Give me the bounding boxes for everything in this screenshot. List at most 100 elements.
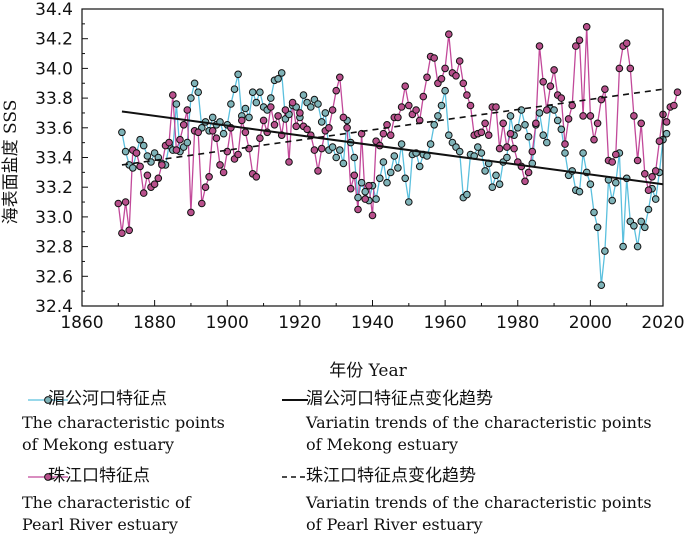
series-0-point [557,125,566,134]
series-1-point [267,103,275,111]
series-1-point [452,72,460,80]
y-tick-label: 34.2 [35,30,73,50]
y-tick-label: 33.0 [35,208,73,228]
series-1-point [532,119,540,128]
series-1-point [216,161,224,169]
legend-mekong-en-2: of Mekong estuary [22,435,175,454]
series-0-point [575,187,584,196]
series-1-point [143,171,152,180]
series-0-point [234,70,242,79]
series-1-point [325,124,333,132]
series-0-point [248,88,257,96]
series-1-point [187,208,195,217]
series-1-point [219,168,228,177]
series-0-point [612,178,620,187]
series-0-point [524,132,533,141]
series-0-point [397,140,406,148]
series-1-point [499,119,508,128]
series-1-point [132,149,141,157]
legend-item-mekong-trend: 湄公河口特征点变化趋势 [306,388,493,410]
series-1-point [641,170,649,178]
legend-item-pearl-en: The characteristic of Pearl River estuar… [22,492,191,536]
series-0-point [430,121,439,129]
x-tick-label: 2020 [641,313,684,333]
series-1-point [336,73,344,82]
series-1-point [165,138,173,147]
series-0-point [405,198,413,206]
legend-symbol-mekong [28,396,68,404]
series-1-point [484,131,493,139]
series-0-point [514,124,522,132]
series-1-point [481,119,489,128]
series-0-point [172,100,181,108]
series-0-point [314,100,322,108]
series-0-point [641,223,649,232]
series-1-point [521,177,529,186]
series-1-point [397,103,406,111]
x-tick-label: 2000 [569,313,612,333]
series-0-point [535,109,544,117]
series-0-point [543,138,551,147]
series-0-point [637,217,646,226]
series-1-point [169,91,177,99]
series-0-point [183,138,192,147]
series-1-point [477,128,486,137]
series-0-point [455,147,464,156]
series-0-point [230,85,239,93]
series-1-point [622,39,631,48]
series-1-point [455,57,464,65]
series-1-point [274,112,282,120]
series-0-point [495,180,504,188]
y-tick-label: 34.4 [35,0,73,20]
series-1-point [437,75,446,83]
series-0-point [361,187,370,196]
series-0-point [481,167,489,175]
series-1-point [394,113,402,122]
x-axis-title: 年份 Year [329,361,407,381]
series-1-point [651,167,660,175]
series-1-point [379,129,388,138]
x-tick-label: 1960 [423,313,466,333]
series-1-point [572,42,580,50]
series-0-point [401,174,410,183]
y-tick-label: 33.6 [35,119,73,139]
series-0-point [277,69,286,77]
legend-pearl-zh: 珠江口特征点 [48,466,150,486]
series-1-point [234,150,242,159]
series-1-point [172,146,181,154]
series-0-point [299,91,308,99]
legend-item-mekong-trend-en: Variatin trends of the characteristic po… [306,412,652,456]
series-1-point [256,134,264,142]
x-tick-label: 1860 [60,313,103,333]
series-0-point [274,75,282,83]
series-1-point [626,64,635,73]
legend: 湄公河口特征点 The characteristic points of Mek… [0,385,700,541]
series-1-point [495,144,504,153]
series-0-point [415,162,424,171]
trend-line-3 [121,88,664,166]
series-1-point [357,129,366,138]
series-1-point [503,143,511,151]
series-1-point [506,129,515,138]
legend-pearl-trend-en-1: Variatin trends of the characteristic po… [306,493,652,512]
legend-pearl-en-1: The characteristic of [22,493,191,512]
series-0-point [190,79,199,88]
series-0-point [332,153,341,162]
series-1-point [590,135,598,144]
series-1-point [550,66,558,74]
series-0-point [539,131,548,139]
series-line-0 [121,70,668,286]
series-1-point [179,121,188,129]
legend-symbol-mekong-trend [282,399,308,401]
series-0-point [317,118,326,126]
series-0-point [619,242,627,251]
series-1-point [637,119,646,128]
legend-mekong-zh: 湄公河口特征点 [48,389,167,409]
series-0-point [328,143,337,151]
series-1-point [539,78,548,86]
series-1-point [310,146,319,154]
series-1-point [241,128,250,137]
series-1-point [281,106,290,114]
series-0-point [608,196,617,205]
series-0-point [474,143,482,151]
